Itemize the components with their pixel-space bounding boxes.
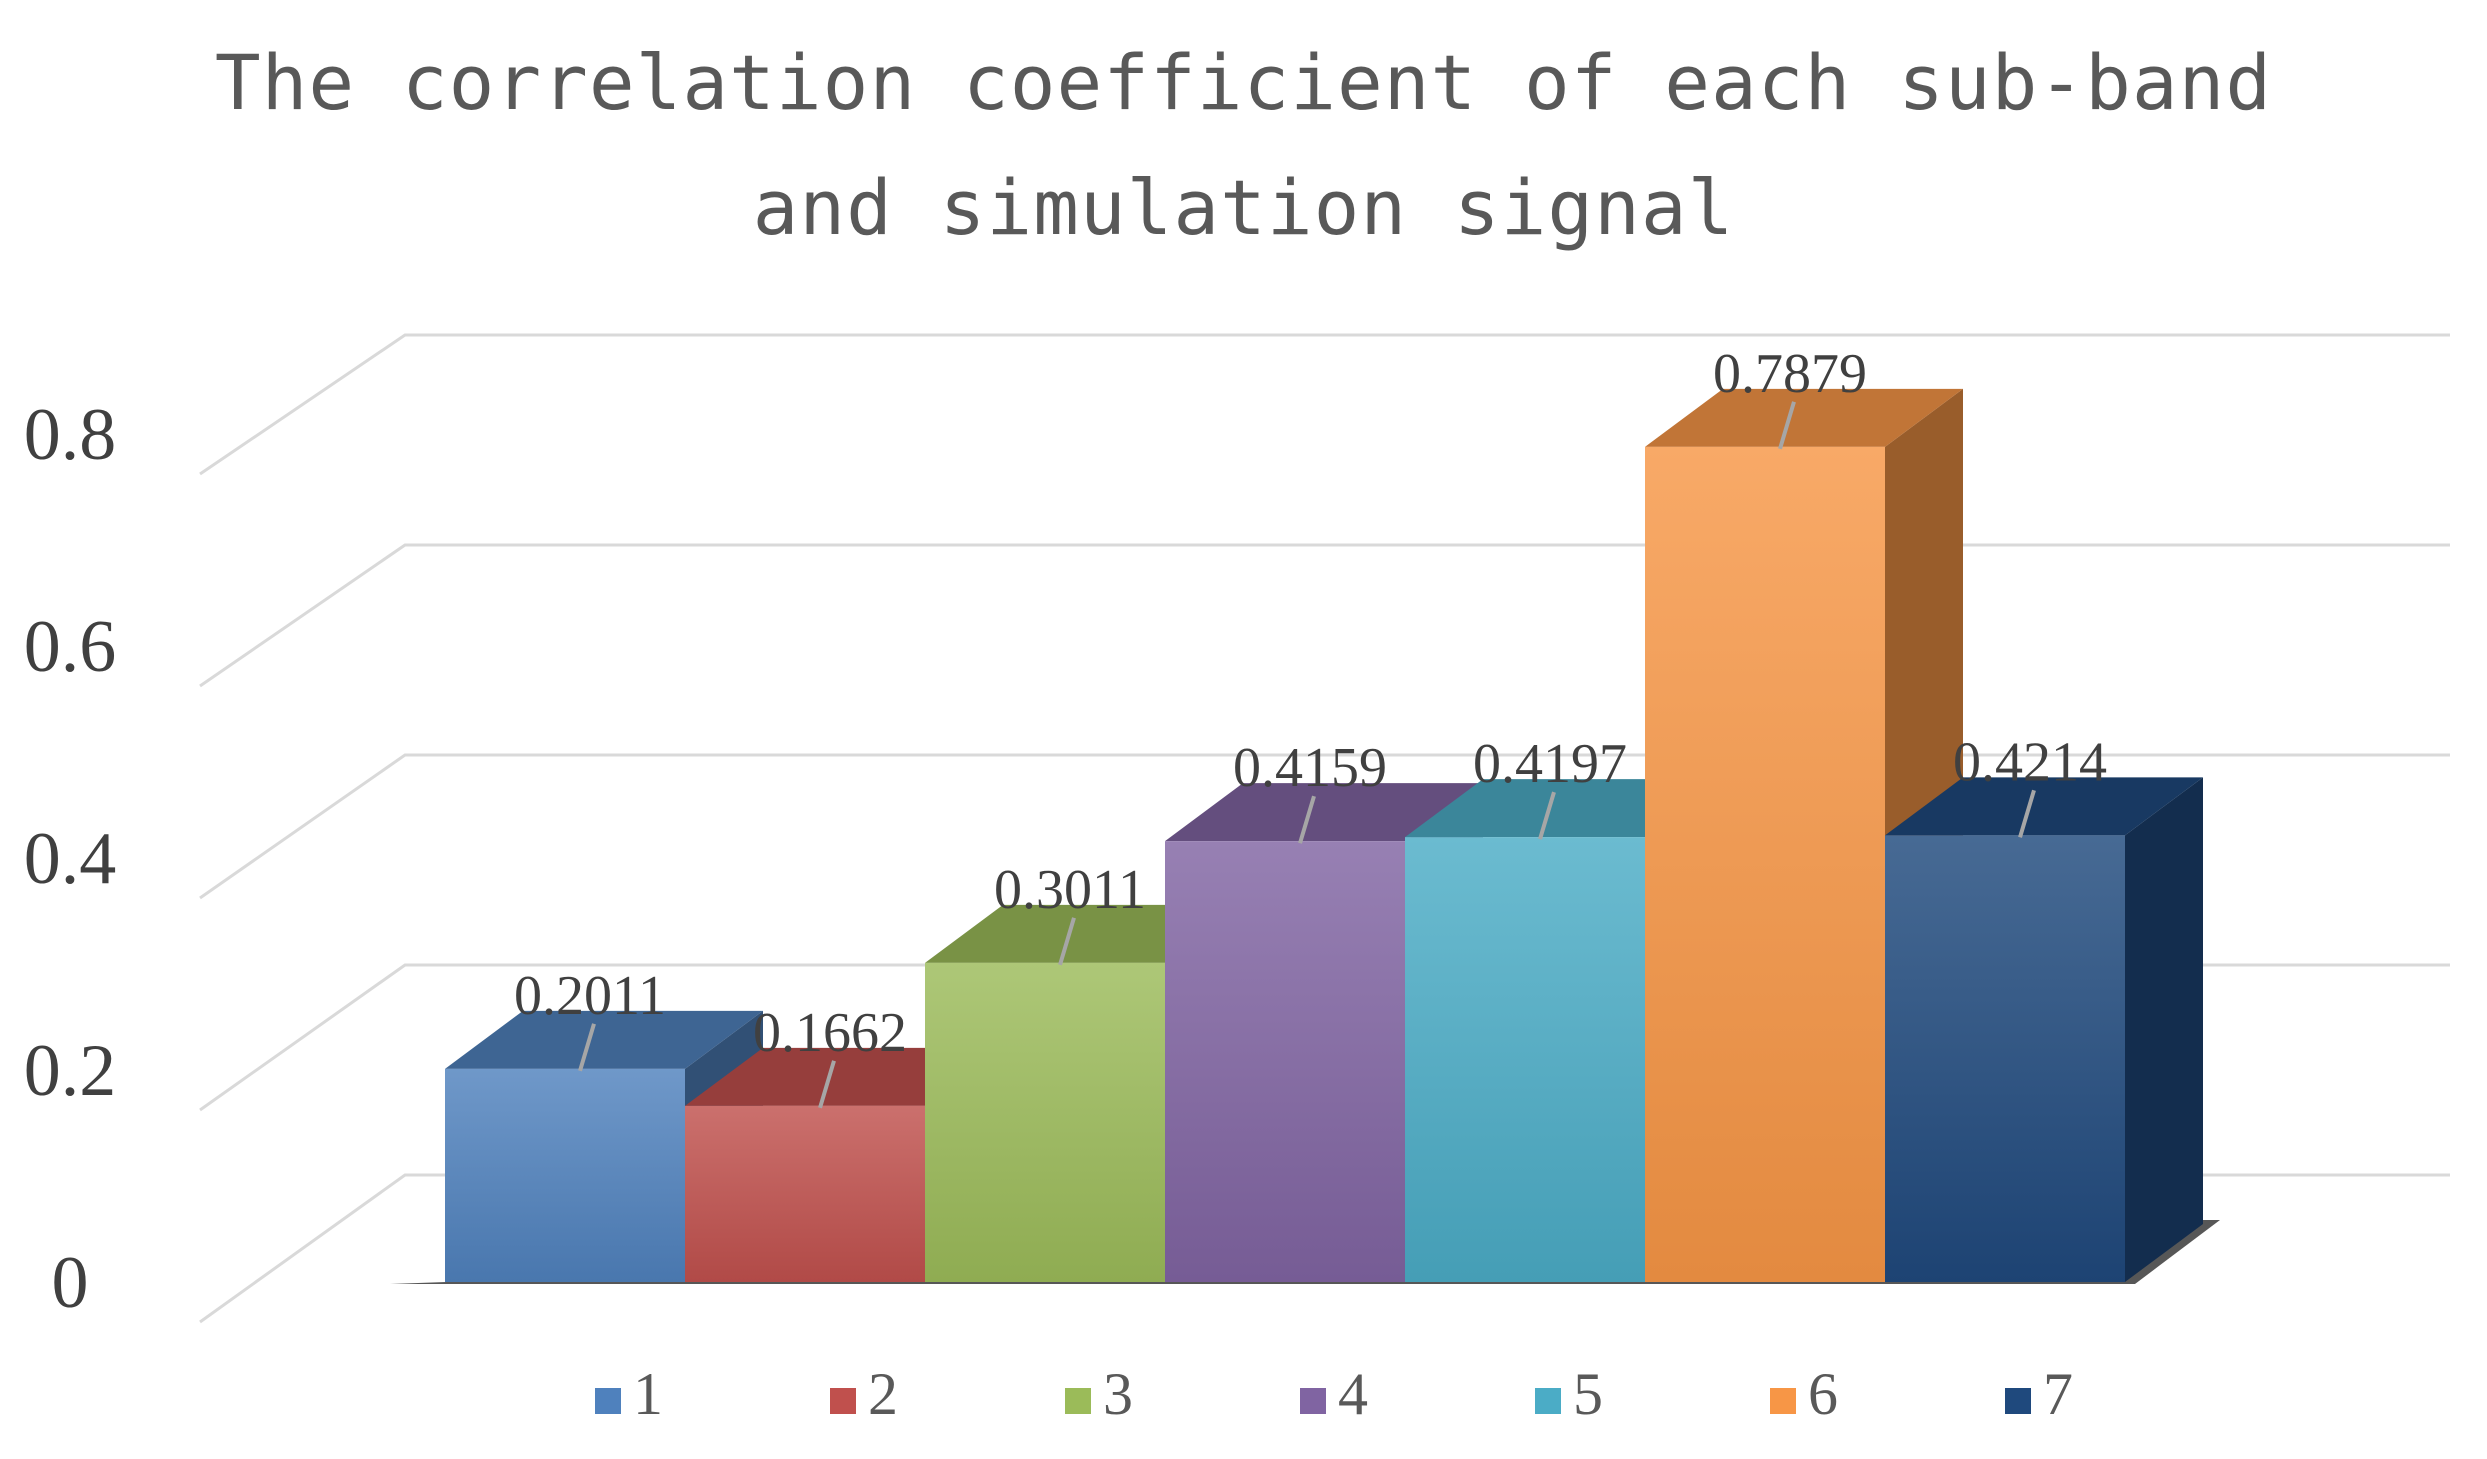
bar-top-face [1165, 783, 1483, 842]
legend-item: 2 [830, 1361, 898, 1427]
gridline [199, 333, 2450, 476]
bar-top-face [925, 904, 1243, 963]
bars [445, 388, 2203, 1282]
bar-front-face [685, 1105, 925, 1282]
chart-title-line-1: The correlation coefficient of each sub-… [214, 38, 2273, 127]
data-label-leader [578, 1023, 596, 1072]
bar-front-face [1885, 835, 2125, 1282]
data-label-leader [1538, 791, 1556, 840]
data-label-leader [1058, 917, 1076, 966]
legend-label: 4 [1338, 1361, 1368, 1427]
bar-side-face [2125, 777, 2203, 1282]
data-label: 0.2011 [514, 965, 666, 1027]
y-tick-label: 0 [52, 1242, 89, 1324]
y-tick-label: 0.4 [24, 818, 117, 900]
data-label-leader [1298, 795, 1316, 844]
legend: 1 2 3 4 5 6 7 [595, 1361, 2073, 1427]
legend-label: 6 [1808, 1361, 1838, 1427]
bar-top-face [1885, 777, 2203, 836]
data-label: 0.4159 [1233, 737, 1387, 799]
data-labels: 0.2011 0.1662 0.3011 0.4159 0.4197 0.7879 0.42… [514, 343, 2107, 1109]
legend-swatch [830, 1388, 856, 1414]
legend-swatch [1770, 1388, 1796, 1414]
bar-top-face [685, 1047, 1003, 1106]
legend-item: 7 [2005, 1361, 2073, 1427]
bar-front-face [1405, 837, 1645, 1282]
data-label: 0.4214 [1953, 731, 2107, 793]
bar-front-face [1165, 841, 1405, 1282]
bar-7 [1885, 777, 2203, 1282]
legend-swatch [595, 1388, 621, 1414]
data-label-leader [1778, 401, 1796, 450]
legend-swatch [2005, 1388, 2031, 1414]
legend-label: 7 [2043, 1361, 2073, 1427]
legend-label: 1 [633, 1361, 663, 1427]
legend-item: 1 [595, 1361, 663, 1427]
legend-label: 2 [868, 1361, 898, 1427]
legend-item: 4 [1300, 1361, 1368, 1427]
legend-swatch [1065, 1388, 1091, 1414]
data-label-leader [818, 1060, 836, 1109]
legend-swatch [1300, 1388, 1326, 1414]
legend-item: 3 [1065, 1361, 1133, 1427]
chart-title: The correlation coefficient of each sub-… [0, 20, 2487, 270]
y-tick-label: 0.2 [24, 1030, 117, 1112]
data-label: 0.7879 [1713, 343, 1867, 405]
y-axis: 0 0.2 0.4 0.6 0.8 [24, 394, 117, 1324]
legend-item: 6 [1770, 1361, 1838, 1427]
legend-swatch [1535, 1388, 1561, 1414]
chart-title-line-2: and simulation signal [752, 163, 1735, 252]
data-label: 0.4197 [1473, 733, 1627, 795]
bar-front-face [445, 1068, 685, 1282]
bar-front-face [1645, 446, 1885, 1282]
y-tick-label: 0.8 [24, 394, 117, 476]
bar-top-face [445, 1010, 763, 1069]
bar-front-face [925, 962, 1165, 1282]
legend-label: 5 [1573, 1361, 1603, 1427]
legend-item: 5 [1535, 1361, 1603, 1427]
data-label: 0.1662 [753, 1002, 907, 1064]
legend-label: 3 [1103, 1361, 1133, 1427]
bar-top-face [1405, 779, 1723, 838]
data-label: 0.3011 [994, 859, 1146, 921]
bar-top-face [1645, 388, 1963, 447]
gridline [199, 543, 2450, 688]
y-tick-label: 0.6 [24, 606, 117, 688]
data-label-leader [2018, 789, 2036, 838]
